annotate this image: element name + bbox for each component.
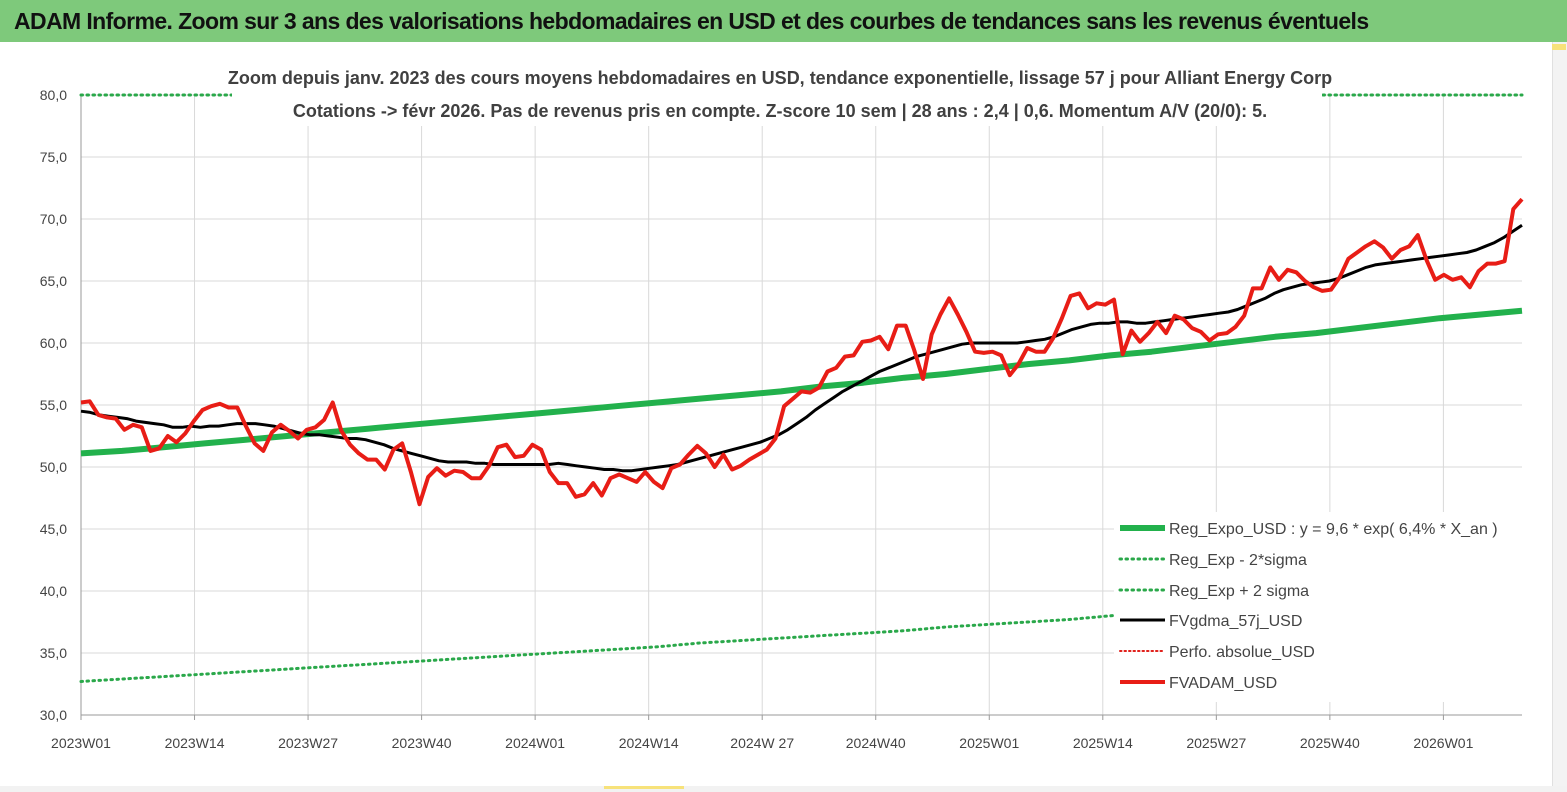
y-tick-label: 40,0 bbox=[40, 583, 67, 599]
y-tick-label: 65,0 bbox=[40, 273, 67, 289]
y-tick-label: 80,0 bbox=[40, 87, 67, 103]
y-tick-label: 75,0 bbox=[40, 149, 67, 165]
x-tick-label: 2023W14 bbox=[165, 735, 225, 751]
x-tick-label: 2025W01 bbox=[959, 735, 1019, 751]
legend-label-fvadam: FVADAM_USD bbox=[1169, 675, 1277, 692]
vertical-scrollbar[interactable] bbox=[1552, 42, 1567, 786]
y-tick-label: 70,0 bbox=[40, 211, 67, 227]
y-tick-label: 50,0 bbox=[40, 459, 67, 475]
legend: Reg_Expo_USD : y = 9,6 * exp( 6,4% * X_a… bbox=[1114, 512, 1524, 702]
x-tick-label: 2026W01 bbox=[1413, 735, 1473, 751]
legend-label-reg-plus: Reg_Exp + 2 sigma bbox=[1169, 583, 1309, 600]
legend-label-perfo: Perfo. absolue_USD bbox=[1169, 644, 1315, 661]
y-tick-label: 35,0 bbox=[40, 645, 67, 661]
series-line-fvgdma-57j-usd bbox=[80, 223, 1523, 473]
legend-box bbox=[1114, 512, 1524, 702]
x-tick-label: 2025W27 bbox=[1186, 735, 1246, 751]
legend-label-reg-expo: Reg_Expo_USD : y = 9,6 * exp( 6,4% * X_a… bbox=[1169, 521, 1498, 538]
window-title: ADAM Informe. Zoom sur 3 ans des valoris… bbox=[14, 8, 1369, 34]
x-tick-label: 2024W40 bbox=[846, 735, 906, 751]
horizontal-scrollbar-thumb[interactable] bbox=[604, 786, 684, 789]
title-bar: ADAM Informe. Zoom sur 3 ans des valoris… bbox=[0, 0, 1567, 43]
y-tick-label: 30,0 bbox=[40, 707, 67, 723]
series-line-reg-exp-2-sigma bbox=[79, 588, 1524, 683]
x-tick-label: 2025W40 bbox=[1300, 735, 1360, 751]
x-tick-label: 2025W14 bbox=[1073, 735, 1133, 751]
axes: 30,0 35,0 40,0 45,0 50,0 55,0 60,0 65,0 70,0 75,0… bbox=[40, 87, 1522, 751]
chart-title-line-2: Cotations -> févr 2026. Pas de revenus p… bbox=[293, 101, 1267, 121]
x-tick-label: 2023W40 bbox=[392, 735, 452, 751]
horizontal-scrollbar[interactable] bbox=[0, 786, 1567, 792]
y-tick-label: 55,0 bbox=[40, 397, 67, 413]
x-tick-label: 2023W27 bbox=[278, 735, 338, 751]
legend-label-fvgdma: FVgdma_57j_USD bbox=[1169, 613, 1302, 630]
chart-area: 30,0 35,0 40,0 45,0 50,0 55,0 60,0 65,0 70,0 75,0… bbox=[0, 42, 1552, 786]
y-tick-label: 45,0 bbox=[40, 521, 67, 537]
x-tick-label: 2024W 27 bbox=[730, 735, 794, 751]
x-tick-label: 2023W01 bbox=[51, 735, 111, 751]
x-tick-label: 2024W01 bbox=[505, 735, 565, 751]
x-tick-label: 2024W14 bbox=[619, 735, 679, 751]
legend-label-reg-minus: Reg_Exp - 2*sigma bbox=[1169, 552, 1307, 569]
chart-title-line-1: Zoom depuis janv. 2023 des cours moyens … bbox=[228, 68, 1332, 88]
y-tick-label: 60,0 bbox=[40, 335, 67, 351]
chart-title-box bbox=[232, 60, 1322, 126]
vertical-scrollbar-marker bbox=[1552, 44, 1566, 50]
series-line-fvadam-usd bbox=[80, 197, 1524, 507]
series-line-reg-expo-usd-y-9-6-exp-6-4-x-an bbox=[80, 307, 1523, 457]
